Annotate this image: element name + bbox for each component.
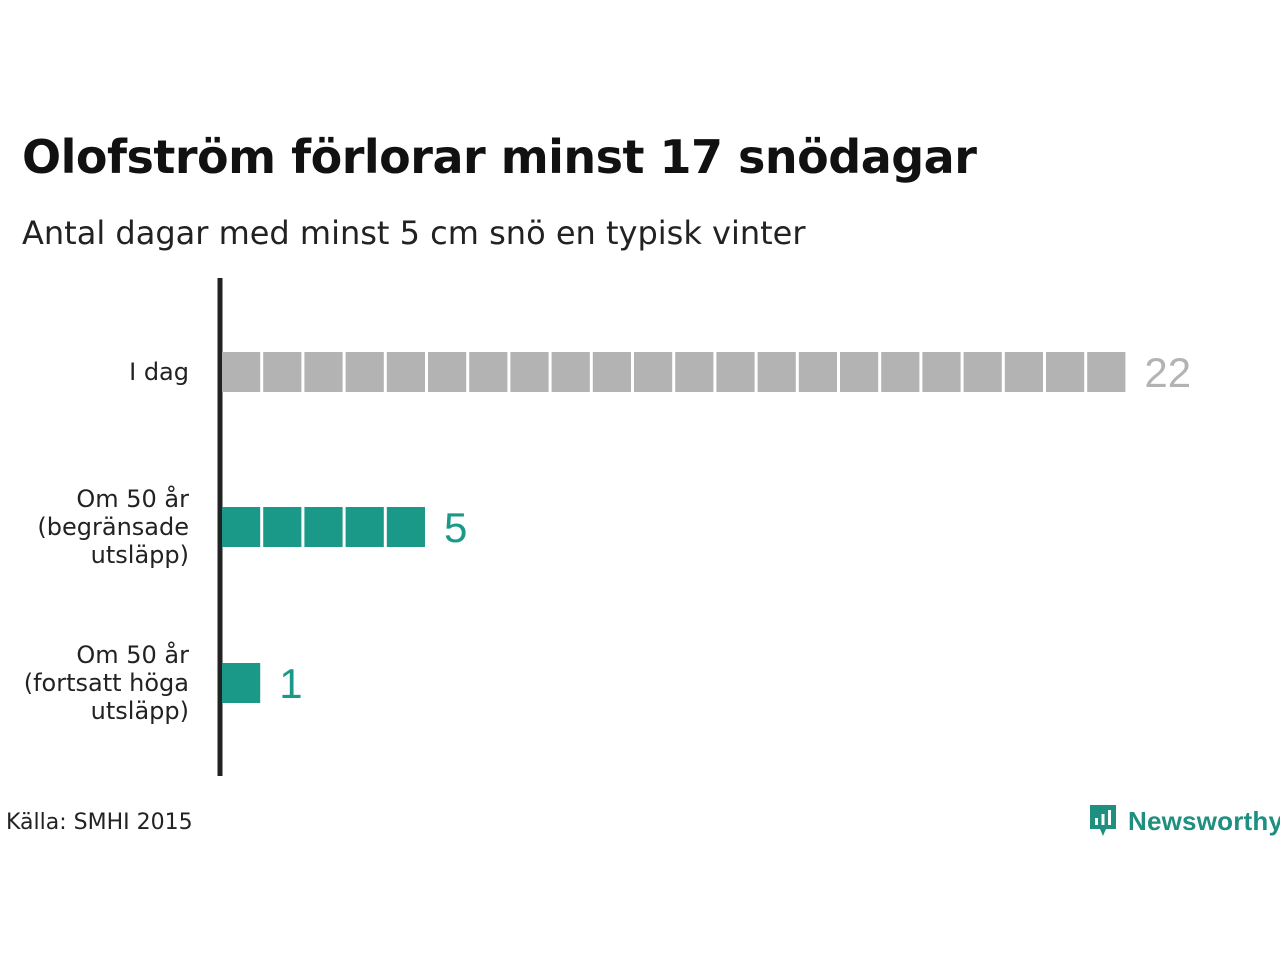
category-label-line: (begränsade	[37, 513, 189, 541]
value-label: 1	[279, 660, 302, 707]
bar-unit-square	[510, 352, 549, 392]
category-label-line: utsläpp)	[90, 697, 189, 725]
bar-unit-square	[1046, 352, 1085, 392]
bar-unit-square	[675, 352, 714, 392]
newsworthy-logo: Newsworthy	[1088, 803, 1280, 839]
bar-unit-square	[263, 507, 302, 547]
bar-unit-square	[386, 352, 425, 392]
category-label-line: (fortsatt höga	[23, 669, 189, 697]
bar-unit-square	[798, 352, 837, 392]
bar-unit-square	[469, 352, 508, 392]
chart-title: Olofström förlorar minst 17 snödagar	[22, 130, 977, 184]
bar-3	[222, 663, 261, 703]
category-label: Om 50 år (fortsatt höga utsläpp)	[0, 641, 189, 725]
bar-unit-square	[345, 352, 384, 392]
source-note: Källa: SMHI 2015	[6, 810, 193, 835]
bar-unit-square	[386, 507, 425, 547]
bar-unit-square	[345, 507, 384, 547]
bar-unit-square	[263, 352, 302, 392]
bar-unit-square	[1087, 352, 1126, 392]
bar-unit-square	[304, 507, 343, 547]
bar-unit-square	[592, 352, 631, 392]
bar-unit-square	[222, 663, 261, 703]
bar-unit-square	[716, 352, 755, 392]
bar-2	[222, 507, 425, 547]
bar-unit-square	[881, 352, 920, 392]
bar-unit-square	[757, 352, 796, 392]
newsworthy-chart-icon	[1090, 805, 1116, 836]
bar-unit-square	[222, 507, 261, 547]
bar-unit-square	[963, 352, 1002, 392]
bar-unit-square	[922, 352, 961, 392]
bar-unit-square	[304, 352, 343, 392]
bar-unit-square	[634, 352, 673, 392]
bar-unit-square	[222, 352, 261, 392]
category-label: I dag	[0, 358, 189, 386]
category-label-line: Om 50 år	[76, 641, 189, 669]
value-label: 22	[1144, 349, 1191, 396]
bar-1	[222, 352, 1126, 392]
bar-unit-square	[840, 352, 879, 392]
logo-text: Newsworthy	[1128, 805, 1280, 836]
category-label-line: Om 50 år	[76, 485, 189, 513]
bar-unit-square	[1004, 352, 1043, 392]
category-label: Om 50 år (begränsade utsläpp)	[0, 485, 189, 569]
chart-subtitle: Antal dagar med minst 5 cm snö en typisk…	[22, 214, 806, 252]
bar-unit-square	[428, 352, 467, 392]
category-label-line: I dag	[129, 358, 189, 386]
value-label: 5	[444, 504, 467, 551]
bar-unit-square	[551, 352, 590, 392]
category-label-line: utsläpp)	[90, 541, 189, 569]
